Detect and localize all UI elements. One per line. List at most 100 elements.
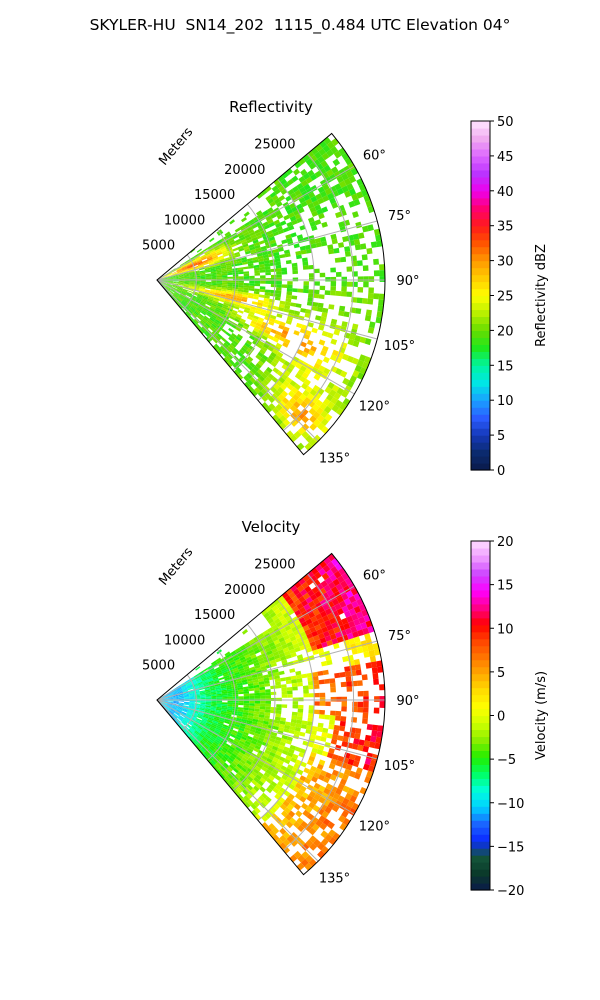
colorbar-swatch (471, 134, 490, 143)
field-cell (217, 673, 224, 678)
azimuth-spoke (156, 279, 355, 395)
field-cell (176, 289, 182, 292)
field-cell (227, 353, 234, 360)
field-cell (197, 742, 203, 748)
colorbar-swatch (471, 204, 490, 213)
field-cell (245, 738, 252, 743)
field-cell (279, 803, 287, 811)
field-cell (181, 720, 187, 725)
field-cell (283, 758, 291, 765)
field-cell (227, 702, 233, 705)
field-cell (172, 691, 178, 695)
field-cell (235, 316, 241, 321)
field-cell (267, 233, 274, 239)
field-cell (330, 396, 339, 405)
field-cell (176, 709, 182, 713)
field-cell (205, 734, 211, 739)
field-cell (243, 700, 250, 704)
field-cell (221, 771, 228, 778)
field-cell (182, 709, 188, 713)
field-cell (326, 332, 334, 339)
field-cell (228, 659, 235, 664)
field-cell (199, 302, 206, 307)
field-cell (176, 288, 182, 292)
field-cell (279, 407, 287, 415)
field-cell (196, 308, 202, 313)
field-cell (337, 242, 345, 248)
field-cell (286, 291, 293, 296)
field-cell (161, 283, 166, 287)
field-cell (208, 717, 214, 721)
field-cell (357, 701, 364, 708)
field-cell (252, 676, 259, 681)
field-cell (314, 590, 322, 598)
field-cell (256, 672, 263, 677)
colorbar-swatch (471, 778, 490, 786)
field-cell (204, 269, 211, 272)
field-cell (363, 281, 369, 288)
field-cell (253, 337, 260, 344)
field-cell (166, 284, 172, 288)
field-cell (320, 410, 329, 419)
field-cell (324, 635, 332, 642)
field-cell (317, 387, 325, 396)
field-cell (261, 774, 269, 781)
field-cell (320, 350, 327, 357)
azimuth-tick-label: 60° (363, 149, 386, 164)
field-cell (315, 767, 322, 775)
field-cell (216, 697, 223, 699)
field-cell (207, 665, 213, 670)
field-cell (219, 717, 225, 721)
field-cell (314, 204, 322, 211)
field-cell (250, 249, 257, 254)
field-cell (303, 347, 311, 354)
field-cell (219, 773, 226, 779)
colorbar-swatch (471, 260, 490, 269)
field-cell (302, 172, 310, 180)
field-cell (167, 704, 173, 707)
field-cell (295, 670, 302, 676)
field-cell (364, 338, 372, 346)
field-cell (250, 306, 257, 311)
field-cell (186, 684, 193, 688)
field-cell (263, 369, 271, 377)
field-cell (162, 278, 168, 280)
field-cell (254, 229, 261, 235)
field-cell (227, 692, 233, 696)
field-cell (305, 198, 313, 205)
field-cell (321, 660, 328, 667)
field-cell (242, 360, 250, 367)
field-cell (161, 702, 167, 705)
field-cell (272, 337, 279, 343)
field-cell (207, 259, 214, 263)
field-cell (247, 680, 254, 684)
field-cell (377, 725, 384, 732)
field-cell (322, 398, 331, 406)
field-cell (235, 241, 242, 246)
field-cell (250, 762, 257, 769)
field-cell (195, 257, 201, 261)
field-cell (356, 260, 363, 266)
field-cell (216, 692, 222, 695)
field-cell (176, 290, 182, 294)
field-cell (279, 422, 287, 430)
field-cell (234, 647, 241, 653)
field-cell (266, 743, 274, 749)
field-cell (351, 743, 359, 750)
field-cell (331, 238, 338, 245)
field-cell (221, 273, 228, 276)
field-cell (270, 662, 277, 668)
field-cell (202, 296, 208, 300)
field-cell (189, 283, 195, 286)
field-cell (324, 188, 332, 196)
field-cell (201, 739, 207, 744)
field-cell (275, 330, 282, 337)
field-cell (178, 703, 184, 706)
field-cell (345, 676, 352, 682)
field-cell (184, 697, 190, 699)
field-cell (294, 310, 301, 316)
field-cell (185, 261, 191, 265)
field-cell (170, 708, 176, 712)
field-cell (311, 327, 318, 334)
field-cell (319, 692, 326, 698)
